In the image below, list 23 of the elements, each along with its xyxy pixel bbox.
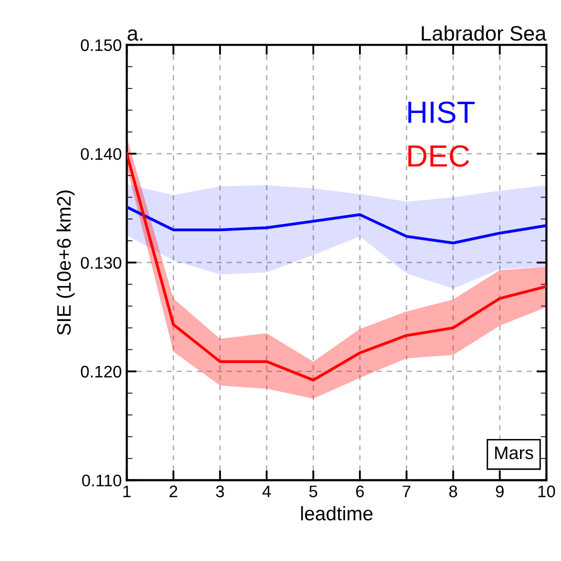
x-tick-label: 3: [216, 486, 224, 498]
x-axis-title: leadtime: [301, 506, 372, 520]
text: DEC: [408, 145, 470, 167]
y-tick-label: 0.130: [80, 256, 122, 269]
line-series: [126, 206, 546, 244]
x-tick-label: 4: [262, 486, 271, 498]
chart-title: a.: [128, 29, 142, 41]
x-tick-label: 2: [170, 486, 178, 498]
x-tick-label: 8: [449, 486, 458, 498]
x-tick-label: 9: [496, 486, 504, 498]
y-tick-label: 0.150: [80, 39, 122, 52]
x-tick-label: 5: [309, 486, 318, 498]
y-axis-title: SIE (10e+6 km2): [56, 190, 75, 335]
chart-subtitle: Labrador Sea: [422, 25, 546, 41]
text: HIST: [408, 101, 475, 124]
x-tick-label: 6: [356, 486, 364, 498]
y-tick-label: 0.140: [80, 148, 122, 160]
annotation: Mars: [495, 446, 534, 460]
y-tick-label: 0.110: [82, 474, 122, 486]
y-tick-label: 0.120: [80, 366, 122, 378]
x-tick-label: 1: [123, 486, 131, 498]
x-tick-label: 10: [538, 486, 556, 498]
x-tick-label: 7: [402, 486, 410, 498]
